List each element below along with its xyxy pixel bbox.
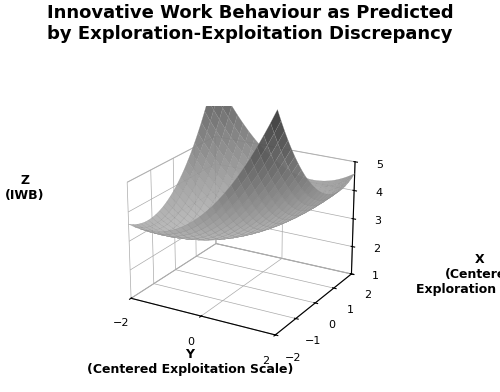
Text: X
(Centered
Exploration Scale): X (Centered Exploration Scale) <box>416 253 500 296</box>
Text: Y
(Centered Exploitation Scale): Y (Centered Exploitation Scale) <box>87 348 293 376</box>
Text: Innovative Work Behaviour as Predicted
by Exploration-Exploitation Discrepancy: Innovative Work Behaviour as Predicted b… <box>46 4 454 43</box>
Text: Z
(IWB): Z (IWB) <box>5 174 44 202</box>
